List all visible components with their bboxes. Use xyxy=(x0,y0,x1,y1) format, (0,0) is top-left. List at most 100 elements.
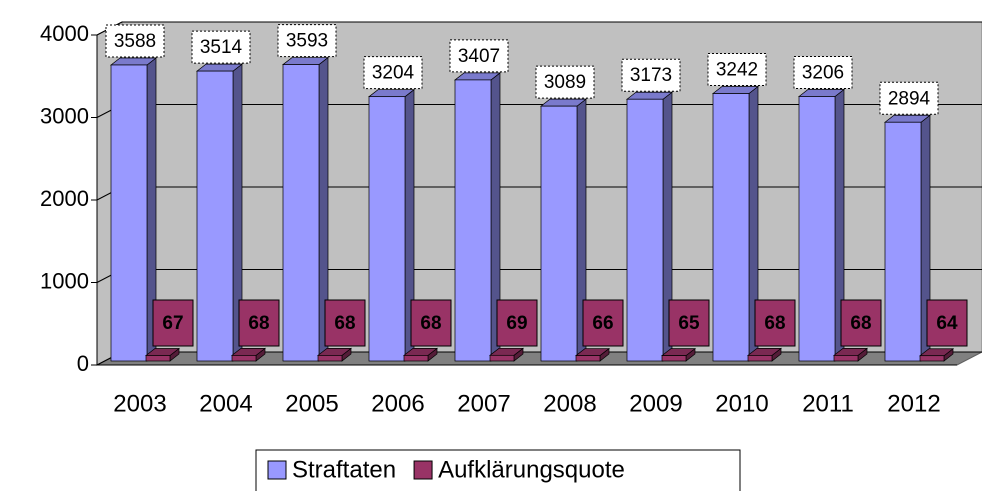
data-label-box xyxy=(840,299,882,347)
bar xyxy=(195,63,244,362)
bar-front xyxy=(110,64,148,362)
bar xyxy=(281,56,330,362)
bar xyxy=(711,85,760,362)
bar-front xyxy=(282,64,320,362)
x-tick-label: 2012 xyxy=(887,390,940,417)
data-label: 3593 xyxy=(286,31,328,52)
data-label-box xyxy=(754,299,796,347)
bar xyxy=(402,347,439,362)
legend-swatch xyxy=(267,460,287,480)
x-tick-label: 2008 xyxy=(543,390,596,417)
bar-front xyxy=(575,355,601,362)
data-label-box xyxy=(152,299,194,347)
data-label: 3242 xyxy=(716,60,758,81)
bar xyxy=(488,347,525,362)
bar xyxy=(660,347,697,362)
data-label-box xyxy=(449,39,509,73)
bar-front xyxy=(231,355,257,362)
legend-label: Aufklärungsquote xyxy=(438,456,625,483)
bar-front xyxy=(540,105,578,362)
bar xyxy=(883,114,932,362)
y-tick-label: 0 xyxy=(77,351,89,376)
data-label-box xyxy=(535,65,595,99)
bar xyxy=(574,347,611,362)
data-label-box xyxy=(410,299,452,347)
bar xyxy=(746,347,783,362)
data-label-box xyxy=(621,58,681,92)
data-label-box xyxy=(105,24,165,58)
data-label: 69 xyxy=(506,313,527,334)
bar-front xyxy=(747,355,773,362)
bar-front xyxy=(489,354,515,362)
data-label: 64 xyxy=(936,313,958,334)
x-tick-label: 2004 xyxy=(199,390,252,417)
bar-front xyxy=(454,79,492,362)
bar-front xyxy=(368,96,406,362)
bar-front xyxy=(798,96,836,362)
y-tick-label: 4000 xyxy=(40,21,89,46)
x-tick-label: 2006 xyxy=(371,390,424,417)
bar xyxy=(918,348,955,362)
data-label: 68 xyxy=(248,313,269,334)
legend-label: Straftaten xyxy=(292,456,396,483)
x-tick-label: 2003 xyxy=(113,390,166,417)
legend-swatch xyxy=(413,460,433,480)
x-tick-label: 2010 xyxy=(715,390,768,417)
x-tick-label: 2005 xyxy=(285,390,338,417)
data-label: 2894 xyxy=(888,88,931,109)
x-tick-label: 2011 xyxy=(802,390,854,417)
data-label: 66 xyxy=(592,313,613,334)
data-label: 68 xyxy=(420,313,441,334)
bar xyxy=(625,91,674,362)
data-label-box xyxy=(926,299,968,347)
bar xyxy=(109,57,158,362)
x-tick-label: 2009 xyxy=(629,390,682,417)
data-label: 68 xyxy=(850,313,871,334)
bar-front xyxy=(833,355,859,362)
bar-front xyxy=(196,70,234,362)
bar-front xyxy=(145,355,171,362)
data-label-box xyxy=(582,299,624,347)
bar-front xyxy=(661,355,687,362)
bar xyxy=(539,98,588,362)
data-label: 3089 xyxy=(544,72,586,93)
data-label-box xyxy=(668,299,710,347)
data-label-box xyxy=(238,299,280,347)
data-label: 68 xyxy=(764,313,785,334)
data-label: 3173 xyxy=(630,65,672,86)
bar-front xyxy=(626,98,664,362)
y-tick-label: 3000 xyxy=(40,103,89,128)
legend-box xyxy=(255,449,741,491)
data-label: 67 xyxy=(162,313,183,334)
bar xyxy=(316,347,353,362)
data-label: 3588 xyxy=(114,31,156,52)
bar xyxy=(453,72,502,362)
data-label-box xyxy=(277,24,337,58)
bar xyxy=(832,347,869,362)
data-label-box xyxy=(363,56,423,90)
bar xyxy=(367,88,416,362)
data-label: 3204 xyxy=(372,63,415,84)
x-tick-label: 2007 xyxy=(457,390,510,417)
data-label: 3206 xyxy=(802,63,844,84)
bar-front xyxy=(919,355,945,362)
data-label: 3407 xyxy=(458,46,500,67)
bar xyxy=(797,88,846,362)
data-label-box xyxy=(793,56,853,90)
data-label: 3514 xyxy=(200,37,243,58)
data-label-box xyxy=(879,81,939,115)
data-label: 68 xyxy=(334,313,355,334)
bar-front xyxy=(403,355,429,362)
data-label-box xyxy=(324,299,366,347)
data-label-box xyxy=(496,299,538,347)
y-tick-label: 1000 xyxy=(40,268,89,293)
y-tick-label: 2000 xyxy=(40,186,89,211)
data-label-box xyxy=(191,30,251,64)
bar xyxy=(144,347,181,362)
bar xyxy=(230,347,267,362)
data-label: 65 xyxy=(678,313,700,334)
bar-front xyxy=(317,355,343,362)
bar-front xyxy=(712,93,750,362)
data-label-box xyxy=(707,53,767,87)
